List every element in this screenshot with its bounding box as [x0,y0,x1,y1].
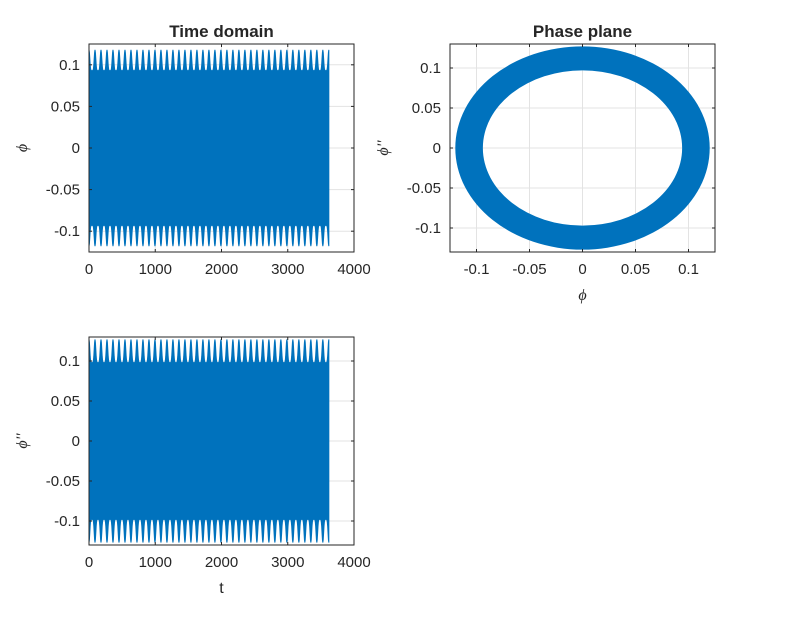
x-tick-label: 4000 [337,554,370,571]
x-axis-label: t [219,580,224,597]
y-tick-label: -0.1 [54,513,80,530]
x-tick-label: 2000 [205,261,238,278]
signal-line [89,339,330,543]
y-tick-label: 0.1 [59,353,80,370]
y-tick-label: -0.05 [407,180,441,197]
y-tick-label: 0.05 [51,98,80,115]
x-tick-label: -0.05 [512,261,546,278]
x-tick-label: 3000 [271,554,304,571]
phase-plane-subplot: -0.1 -0.05 0 0.05 0.1 -0.1 -0.05 0 0.05 0.1 Phase … [375,22,716,304]
chart-title: Time domain [169,22,274,41]
plot-area [89,339,330,543]
x-tick-label: 1000 [139,554,172,571]
x-tick-label: 0 [85,261,93,278]
y-tick-label: -0.1 [415,220,441,237]
y-tick-label: 0.05 [51,393,80,410]
chart-title: Phase plane [533,22,632,41]
x-tick-label: 0.1 [678,261,699,278]
y-tick-label: -0.05 [46,473,80,490]
y-tick-label: -0.05 [46,182,80,199]
y-axis-label: ϕ [14,144,31,152]
y-tick-label: 0.05 [412,100,441,117]
plot-area [89,49,330,247]
y-tick-label: 0.1 [420,60,441,77]
y-tick-label: 0.1 [59,57,80,74]
signal-line [89,49,330,247]
x-tick-label: 2000 [205,554,238,571]
x-tick-label: 0 [85,554,93,571]
x-tick-label: 1000 [139,261,172,278]
y-tick-label: 0 [433,140,441,157]
x-tick-label: 0.05 [621,261,650,278]
time-domain-phi-subplot: 0 1000 2000 3000 4000 -0.1 -0.05 0 0.05 0.1 Time d… [14,22,371,278]
y-tick-label: 0 [72,433,80,450]
y-tick-label: 0 [72,140,80,157]
y-tick-label: -0.1 [54,223,80,240]
x-axis-label: ϕ [578,287,586,304]
y-axis-label: ϕ'' [375,140,392,156]
x-tick-label: 4000 [337,261,370,278]
x-tick-label: -0.1 [464,261,490,278]
x-tick-label: 3000 [271,261,304,278]
y-axis-label: ϕ'' [14,433,31,449]
x-tick-label: 0 [578,261,586,278]
time-domain-phidd-subplot: 0 1000 2000 3000 4000 -0.1 -0.05 0 0.05 0.1 t ϕ'' [14,336,371,597]
